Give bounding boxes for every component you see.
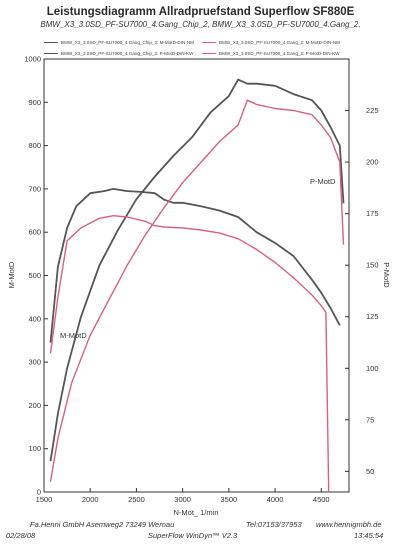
annotation-m-motd: M-MotD <box>60 331 87 340</box>
y-tick-label-left: 400 <box>28 314 41 323</box>
y-tick-label-left: 900 <box>28 98 41 107</box>
footer-website: www.hennigmbh.de <box>316 520 382 529</box>
y-axis-label-right: P-MotD <box>382 262 391 288</box>
x-axis-label: N-Mot_ 1/min <box>173 508 218 517</box>
legend-item: BMW_X3_3.0SD_PF-SU7000_4.Gang_Chip_2: M-… <box>44 40 194 45</box>
y-axis-label-left: M-MotD <box>7 261 16 288</box>
legend-swatch <box>202 53 216 55</box>
footer-time: 13:45:54 <box>354 531 384 540</box>
legend-swatch <box>44 53 58 55</box>
y-tick-label-right: 225 <box>366 106 379 115</box>
x-tick-label: 4000 <box>267 495 284 504</box>
y-tick-label-right: 125 <box>366 312 379 321</box>
legend-swatch <box>202 42 216 44</box>
y-tick-label-left: 800 <box>28 141 41 150</box>
series-line-2 <box>49 78 345 462</box>
x-tick-label: 1500 <box>36 495 53 504</box>
y-tick-label-right: 175 <box>366 209 379 218</box>
plot-frame <box>43 58 350 493</box>
series-line-3 <box>49 214 330 493</box>
x-tick-label: 4500 <box>313 495 330 504</box>
y-tick-label-left: 100 <box>28 444 41 453</box>
legend-item: BMW_X3_3.0SD_PF-SU7000_4.Gang_Chip_2: P-… <box>44 51 194 56</box>
legend-item: BMW_X3_3.0SD_PF-SU7000_4.Gang_2: P-MotD-… <box>202 51 340 56</box>
y-tick-label-left: 500 <box>28 271 41 280</box>
x-tick-label: 3000 <box>174 495 191 504</box>
series-line-1 <box>49 187 341 343</box>
annotation-p-motd: P-MotD <box>310 177 336 186</box>
y-tick-label-right: 100 <box>366 364 379 373</box>
footer-company: Fa.Henni GmbH Asemweg2 73249 Wernau <box>30 520 175 529</box>
footer-date: 02/28/08 <box>6 531 36 540</box>
y-tick-label-left: 700 <box>28 184 41 193</box>
chart-title: Leistungsdiagramm Allradpruefstand Super… <box>46 6 355 18</box>
y-tick-label-right: 50 <box>366 467 374 476</box>
footer-tel: Tel:07153/37953 <box>246 520 302 529</box>
y-tick-label-left: 200 <box>28 401 41 410</box>
chart-subtitle: BMW_X3_3.0SD_PF-SU7000_4.Gang_Chip_2, BM… <box>40 20 361 29</box>
y-tick-label-left: 1000 <box>24 55 41 64</box>
y-tick-label-left: 0 <box>37 488 41 497</box>
x-tick-label: 2000 <box>82 495 99 504</box>
y-tick-label-right: 200 <box>366 158 379 167</box>
y-tick-label-right: 75 <box>366 415 374 424</box>
legend-swatch <box>44 42 58 44</box>
legend-item: BMW_X3_3.0SD_PF-SU7000_4.Gang_2: M-MotD-… <box>202 40 340 45</box>
x-tick-label: 3500 <box>221 495 238 504</box>
series-line-4 <box>49 99 345 482</box>
footer-software: SuperFlow WinDyn™ V2.3 <box>148 531 238 540</box>
y-tick-label-left: 600 <box>28 228 41 237</box>
y-tick-label-left: 300 <box>28 358 41 367</box>
x-tick-label: 2500 <box>128 495 145 504</box>
y-tick-label-right: 150 <box>366 261 379 270</box>
